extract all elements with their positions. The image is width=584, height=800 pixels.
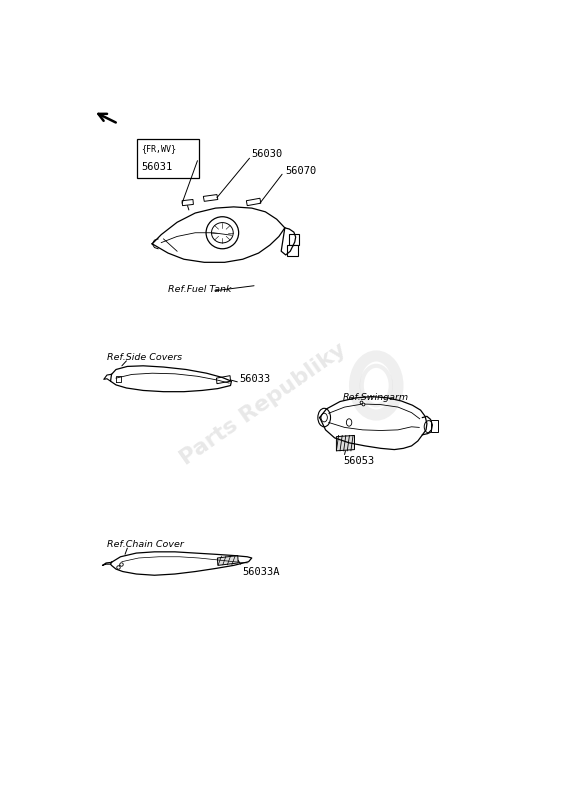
Text: 56053: 56053	[343, 456, 375, 466]
Text: {FR,WV}: {FR,WV}	[141, 144, 176, 153]
Text: Ref.Side Covers: Ref.Side Covers	[107, 353, 182, 362]
Text: 56030: 56030	[252, 150, 283, 159]
Text: Ref.Chain Cover: Ref.Chain Cover	[107, 540, 184, 549]
FancyBboxPatch shape	[431, 420, 438, 432]
Text: Ref.Swingarm: Ref.Swingarm	[343, 393, 409, 402]
FancyBboxPatch shape	[287, 245, 298, 256]
Text: 56031: 56031	[141, 162, 173, 172]
Text: Ref.Fuel Tank: Ref.Fuel Tank	[168, 285, 231, 294]
FancyBboxPatch shape	[137, 138, 199, 178]
Text: Parts Republiky: Parts Republiky	[176, 339, 350, 469]
Text: 56033A: 56033A	[243, 566, 280, 577]
FancyBboxPatch shape	[289, 234, 299, 245]
Polygon shape	[217, 555, 238, 566]
Text: 56070: 56070	[285, 166, 316, 176]
Text: 56033: 56033	[239, 374, 271, 384]
Polygon shape	[336, 435, 354, 451]
